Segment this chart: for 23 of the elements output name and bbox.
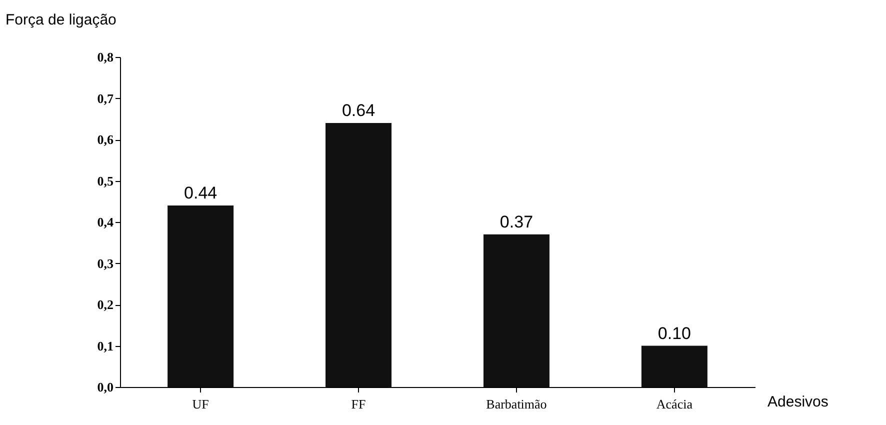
x-tick-label: Acácia — [656, 396, 693, 412]
x-axis-title: Adesivos — [768, 394, 828, 410]
data-label: 0.37 — [500, 212, 534, 232]
x-tick-label: FF — [351, 396, 366, 412]
bar — [168, 206, 234, 387]
y-tick-label: 0,2 — [97, 297, 114, 312]
y-tick-label: 0,1 — [97, 338, 114, 354]
bar — [326, 123, 392, 387]
y-tick-label: 0,4 — [97, 214, 114, 230]
y-tick-label: 0,7 — [97, 90, 114, 106]
x-tick-label: Barbatimão — [486, 396, 547, 412]
y-tick-label: 0,6 — [97, 132, 114, 147]
y-tick-label: 0,8 — [97, 50, 114, 64]
data-label: 0.44 — [184, 184, 218, 202]
data-label: 0.64 — [342, 101, 376, 120]
bar — [483, 234, 550, 387]
y-tick-label: 0,5 — [97, 173, 114, 188]
y-tick-label: 0,3 — [97, 256, 114, 271]
data-label: 0.10 — [658, 324, 691, 343]
bar — [641, 346, 708, 387]
y-axis-title: Força de ligação — [6, 12, 116, 28]
x-tick-label: UF — [192, 396, 209, 412]
y-tick-label: 0,0 — [97, 380, 114, 394]
